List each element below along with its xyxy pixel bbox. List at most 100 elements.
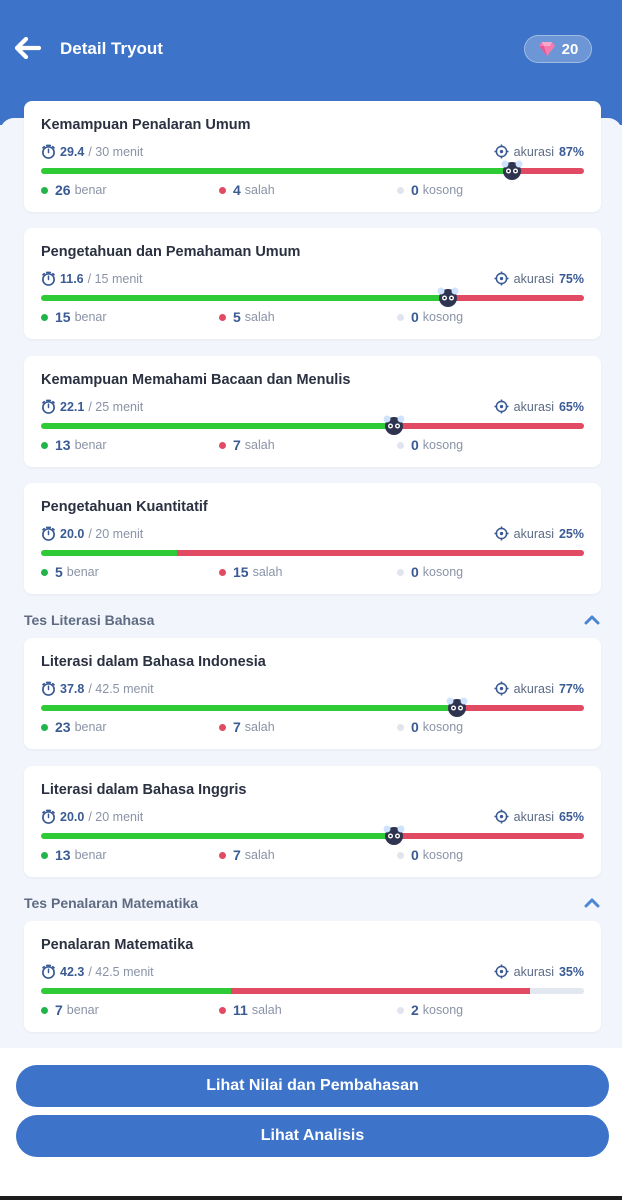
subtest-title: Literasi dalam Bahasa Indonesia — [41, 654, 266, 670]
empty-count: 0 — [411, 437, 419, 453]
correct-label: benar — [66, 1003, 99, 1017]
wrong-stat: 7 salah — [219, 437, 275, 453]
empty-count: 0 — [411, 182, 419, 198]
empty-stat: 2 kosong — [397, 1002, 463, 1018]
wrong-label: salah — [244, 310, 275, 324]
correct-segment — [41, 295, 449, 301]
subtest-card[interactable]: Kemampuan Memahami Bacaan dan Menulis 22… — [24, 356, 601, 467]
answer-stats: 23 benar 7 salah 0 kosong — [41, 719, 584, 737]
time-total: / 20 menit — [88, 809, 144, 824]
wrong-label: salah — [244, 438, 275, 452]
correct-dot-icon — [41, 1006, 48, 1014]
wrong-segment — [231, 988, 530, 994]
empty-dot-icon — [397, 568, 404, 576]
wrong-count: 5 — [233, 309, 241, 325]
empty-label: kosong — [422, 720, 464, 734]
empty-dot-icon — [397, 1006, 404, 1014]
correct-count: 23 — [55, 719, 71, 735]
wrong-dot-icon — [219, 313, 226, 321]
time-used: 22.1 — [60, 399, 85, 414]
wrong-count: 7 — [233, 719, 241, 735]
mascot-icon — [446, 697, 468, 717]
accuracy-info: akurasi 87% — [494, 144, 584, 159]
correct-dot-icon — [41, 568, 48, 576]
empty-dot-icon — [397, 723, 404, 731]
time-info: 37.8 / 42.5 menit — [41, 681, 154, 696]
wrong-segment — [393, 833, 584, 839]
empty-stat: 0 kosong — [397, 309, 463, 325]
time-used: 20.0 — [60, 526, 85, 541]
subtest-card[interactable]: Literasi dalam Bahasa Indonesia 37.8 / 4… — [24, 638, 601, 749]
accuracy-label: akurasi — [513, 526, 554, 541]
subtest-card[interactable]: Literasi dalam Bahasa Inggris 20.0 / 20 … — [24, 766, 601, 877]
time-info: 29.4 / 30 menit — [41, 144, 143, 159]
accuracy-label: akurasi — [513, 144, 554, 159]
empty-count: 2 — [411, 1002, 419, 1018]
score-bar — [41, 550, 584, 556]
time-total: / 42.5 menit — [88, 681, 154, 696]
section-title: Tes Penalaran Matematika — [24, 895, 199, 911]
subtest-card[interactable]: Pengetahuan dan Pemahaman Umum 11.6 / 15… — [24, 228, 601, 339]
subtest-card[interactable]: Pengetahuan Kuantitatif 20.0 / 20 menit … — [24, 483, 601, 594]
empty-label: kosong — [422, 848, 464, 862]
target-icon — [494, 526, 509, 541]
target-icon — [494, 144, 509, 159]
correct-label: benar — [74, 720, 107, 734]
wrong-count: 4 — [233, 182, 241, 198]
wrong-stat: 15 salah — [219, 564, 282, 580]
time-used: 20.0 — [60, 809, 85, 824]
chevron-up-icon[interactable] — [583, 614, 601, 626]
stopwatch-icon — [42, 271, 55, 286]
correct-dot-icon — [41, 186, 48, 194]
correct-count: 7 — [55, 1002, 63, 1018]
wrong-count: 7 — [233, 847, 241, 863]
empty-count: 0 — [411, 847, 419, 863]
time-total: / 30 menit — [88, 144, 144, 159]
subtest-card[interactable]: Penalaran Matematika 42.3 / 42.5 menit a… — [24, 921, 601, 1032]
score-bar — [41, 833, 584, 839]
empty-dot-icon — [397, 441, 404, 449]
time-used: 29.4 — [60, 144, 85, 159]
back-button[interactable] — [14, 34, 42, 62]
stopwatch-icon — [42, 144, 55, 159]
wrong-segment — [393, 423, 584, 429]
accuracy-label: akurasi — [513, 809, 554, 824]
section-header-matematika[interactable]: Tes Penalaran Matematika — [24, 893, 601, 913]
time-info: 22.1 / 25 menit — [41, 399, 143, 414]
gem-balance-badge[interactable]: 20 — [524, 35, 592, 63]
view-analysis-button[interactable]: Lihat Analisis — [16, 1115, 609, 1157]
section-title: Tes Literasi Bahasa — [24, 612, 155, 628]
correct-segment — [41, 168, 512, 174]
view-score-button[interactable]: Lihat Nilai dan Pembahasan — [16, 1065, 609, 1107]
time-info: 42.3 / 42.5 menit — [41, 964, 154, 979]
empty-dot-icon — [397, 313, 404, 321]
wrong-segment — [457, 705, 584, 711]
correct-segment — [41, 550, 177, 556]
correct-count: 13 — [55, 847, 71, 863]
empty-stat: 0 kosong — [397, 847, 463, 863]
answer-stats: 5 benar 15 salah 0 kosong — [41, 564, 584, 582]
correct-count: 15 — [55, 309, 71, 325]
correct-dot-icon — [41, 313, 48, 321]
accuracy-label: akurasi — [513, 681, 554, 696]
score-bar — [41, 705, 584, 711]
wrong-stat: 7 salah — [219, 847, 275, 863]
wrong-dot-icon — [219, 723, 226, 731]
wrong-dot-icon — [219, 851, 226, 859]
answer-stats: 15 benar 5 salah 0 kosong — [41, 309, 584, 327]
subtest-title: Kemampuan Penalaran Umum — [41, 117, 251, 133]
time-total: / 20 menit — [88, 526, 144, 541]
accuracy-label: akurasi — [513, 399, 554, 414]
section-header-literasi[interactable]: Tes Literasi Bahasa — [24, 610, 601, 630]
time-info: 20.0 / 20 menit — [41, 809, 143, 824]
chevron-up-icon[interactable] — [583, 897, 601, 909]
subtest-card[interactable]: Kemampuan Penalaran Umum 29.4 / 30 menit… — [24, 101, 601, 212]
stopwatch-icon — [42, 399, 55, 414]
answer-stats: 13 benar 7 salah 0 kosong — [41, 847, 584, 865]
score-bar — [41, 423, 584, 429]
stopwatch-icon — [42, 526, 55, 541]
correct-dot-icon — [41, 851, 48, 859]
empty-label: kosong — [422, 183, 464, 197]
correct-dot-icon — [41, 723, 48, 731]
wrong-segment — [511, 168, 584, 174]
